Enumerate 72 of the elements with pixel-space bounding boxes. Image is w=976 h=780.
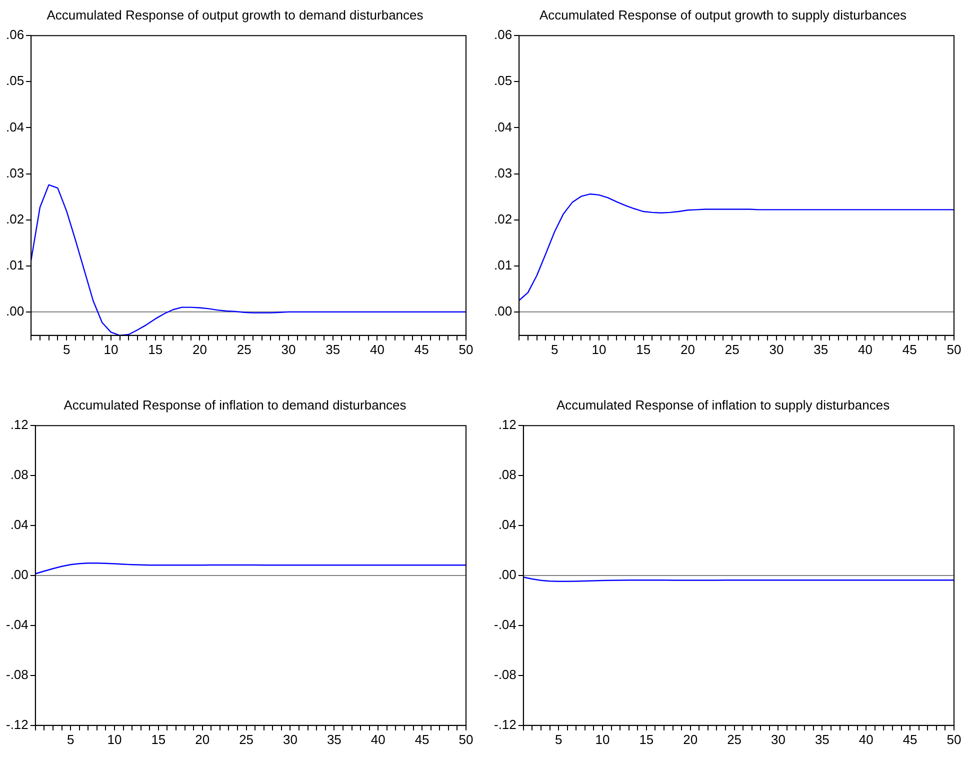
x-tick-label: 25 — [724, 342, 740, 357]
x-tick-label: 30 — [771, 732, 786, 747]
x-tick-label: 40 — [858, 732, 874, 747]
y-tick-label: .06 — [6, 27, 24, 42]
y-tick-label: -.12 — [6, 716, 28, 732]
y-tick-label: .05 — [6, 73, 24, 88]
x-tick-label: 45 — [902, 732, 918, 747]
x-tick-label: 40 — [370, 732, 386, 747]
y-tick-label: .00 — [498, 567, 516, 582]
x-tick-label: 5 — [66, 732, 74, 747]
x-tick-label: 15 — [636, 342, 651, 357]
y-tick-label: .04 — [6, 119, 24, 134]
y-tick-label: .02 — [6, 211, 24, 226]
x-tick-label: 25 — [727, 732, 742, 747]
x-tick-label: 5 — [550, 342, 558, 357]
y-tick-label: .08 — [498, 467, 516, 482]
x-tick-label: 25 — [236, 342, 252, 357]
x-tick-label: 35 — [326, 342, 340, 357]
x-tick-label: 10 — [595, 732, 610, 747]
x-tick-label: 50 — [946, 732, 962, 747]
x-tick-label: 15 — [148, 342, 163, 357]
x-tick-label: 5 — [62, 342, 70, 357]
x-tick-label: 50 — [458, 732, 474, 747]
x-tick-label: 50 — [458, 342, 474, 357]
x-tick-label: 30 — [283, 732, 298, 747]
x-tick-label: 30 — [281, 342, 296, 357]
y-tick-label: .01 — [6, 257, 24, 272]
x-tick-label: 45 — [414, 342, 429, 357]
y-tick-label: .00 — [10, 567, 28, 582]
y-tick-label: .12 — [498, 417, 516, 432]
x-tick-label: 35 — [814, 732, 830, 747]
y-tick-label: .03 — [6, 165, 24, 180]
x-tick-label: 10 — [107, 732, 122, 747]
x-tick-label: 10 — [104, 342, 118, 357]
x-tick-label: 35 — [326, 732, 342, 747]
y-tick-label: -.08 — [6, 667, 28, 682]
y-tick-label: .04 — [10, 517, 28, 532]
y-tick-label: -.12 — [494, 716, 516, 732]
x-tick-label: 40 — [858, 342, 872, 357]
x-tick-label: 20 — [680, 342, 695, 357]
y-tick-label: .01 — [494, 257, 512, 272]
y-tick-label: -.04 — [494, 617, 516, 632]
y-tick-label: .04 — [494, 119, 512, 134]
x-tick-label: 40 — [370, 342, 384, 357]
y-tick-label: .08 — [10, 467, 28, 482]
y-tick-label: -.04 — [6, 617, 28, 632]
y-tick-label: .06 — [494, 27, 512, 42]
x-tick-label: 20 — [683, 732, 698, 747]
y-tick-label: .02 — [494, 211, 512, 226]
y-tick-label: .05 — [494, 73, 512, 88]
y-tick-label: .00 — [494, 303, 512, 318]
x-tick-label: 25 — [239, 732, 254, 747]
x-tick-label: 15 — [639, 732, 654, 747]
x-tick-label: 10 — [592, 342, 606, 357]
x-tick-label: 15 — [151, 732, 166, 747]
x-tick-label: 45 — [414, 732, 430, 747]
y-tick-label: -.08 — [494, 667, 516, 682]
chart-title: Accumulated Response of output growth to demand disturbances — [46, 7, 424, 22]
chart-title: Accumulated Response of inflation to supply disturbances — [556, 397, 890, 412]
y-tick-label: .03 — [494, 165, 512, 180]
y-tick-label: .00 — [6, 303, 24, 318]
x-tick-label: 20 — [195, 732, 210, 747]
chart-title: Accumulated Response of inflation to demand disturbances — [64, 397, 407, 412]
x-tick-label: 20 — [192, 342, 207, 357]
x-tick-label: 5 — [554, 732, 562, 747]
x-tick-label: 45 — [902, 342, 917, 357]
x-tick-label: 30 — [769, 342, 784, 357]
chart-title: Accumulated Response of output growth to supply disturbances — [539, 7, 908, 22]
x-tick-label: 50 — [946, 342, 962, 357]
y-tick-label: .12 — [10, 417, 28, 432]
y-tick-label: .04 — [498, 517, 516, 532]
x-tick-label: 35 — [814, 342, 828, 357]
